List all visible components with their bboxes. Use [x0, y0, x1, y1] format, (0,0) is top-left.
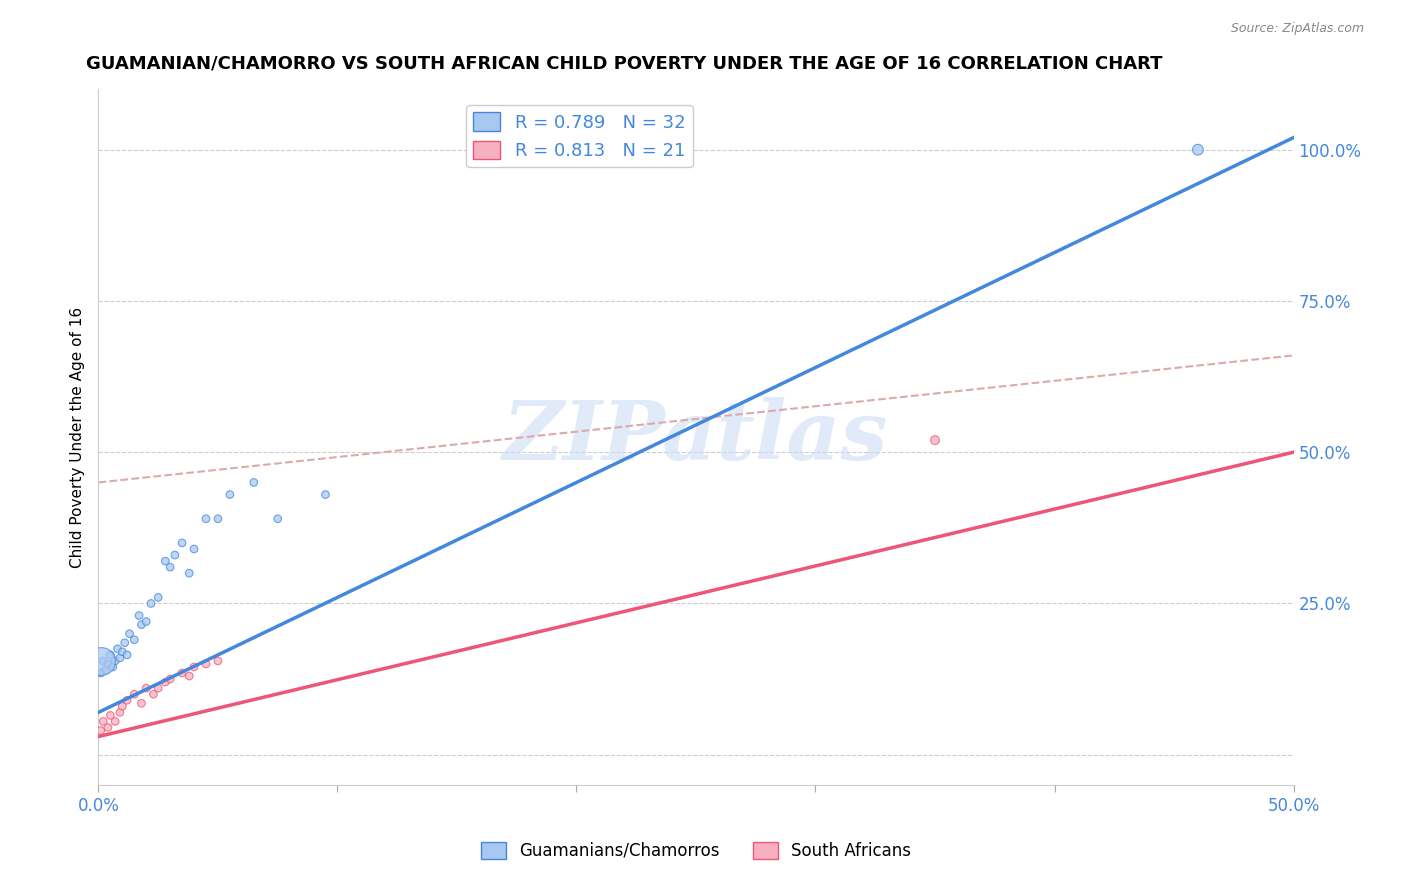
Point [159, 672, 181, 686]
Point [155, 554, 177, 568]
Point [159, 560, 181, 574]
Point [108, 651, 131, 665]
Point [115, 693, 138, 707]
Point [97, 721, 120, 735]
Point [104, 654, 127, 668]
Legend: Guamanians/Chamorros, South Africans: Guamanians/Chamorros, South Africans [474, 835, 918, 866]
Point [107, 641, 129, 656]
Point [315, 487, 337, 501]
Point [172, 666, 194, 681]
Point [179, 669, 201, 683]
Point [104, 714, 127, 729]
Point [195, 512, 218, 526]
Point [91, 654, 114, 668]
Point [131, 696, 153, 710]
Point [243, 475, 266, 490]
Point [135, 615, 157, 629]
Text: ZIPatlas: ZIPatlas [503, 397, 889, 477]
Point [124, 687, 146, 701]
Point [179, 566, 201, 581]
Point [98, 708, 122, 723]
Point [94, 663, 117, 677]
Point [91, 714, 114, 729]
Point [98, 648, 122, 662]
Point [115, 648, 138, 662]
Point [219, 487, 242, 501]
Point [183, 541, 205, 556]
Point [172, 536, 194, 550]
Point [111, 645, 134, 659]
Text: GUAMANIAN/CHAMORRO VS SOUTH AFRICAN CHILD POVERTY UNDER THE AGE OF 16 CORRELATIO: GUAMANIAN/CHAMORRO VS SOUTH AFRICAN CHIL… [87, 54, 1163, 72]
Point [207, 512, 229, 526]
Point [142, 687, 165, 701]
Point [924, 433, 946, 447]
Point [90, 654, 112, 668]
Point [128, 608, 150, 623]
Point [183, 660, 205, 674]
Point [118, 626, 141, 640]
Point [90, 723, 112, 738]
Point [163, 548, 186, 562]
Point [97, 657, 120, 671]
Point [135, 681, 157, 695]
Point [1187, 143, 1209, 157]
Point [155, 675, 177, 690]
Point [108, 706, 131, 720]
Point [207, 654, 229, 668]
Point [124, 632, 146, 647]
Point [195, 657, 218, 671]
Point [139, 597, 162, 611]
Text: Source: ZipAtlas.com: Source: ZipAtlas.com [1230, 22, 1364, 36]
Point [148, 591, 170, 605]
Point [90, 666, 112, 681]
Point [111, 699, 134, 714]
Point [131, 617, 153, 632]
Point [267, 512, 290, 526]
Point [114, 636, 136, 650]
Y-axis label: Child Poverty Under the Age of 16: Child Poverty Under the Age of 16 [69, 307, 84, 567]
Point [101, 660, 124, 674]
Point [148, 681, 170, 695]
